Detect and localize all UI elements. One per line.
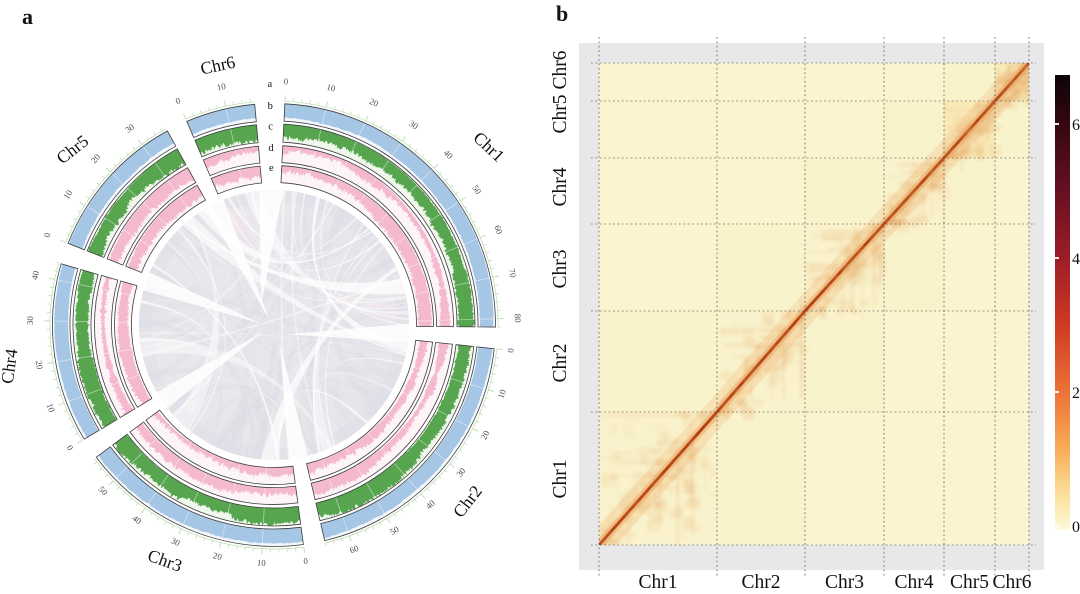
svg-text:10: 10 xyxy=(61,188,74,201)
svg-text:30: 30 xyxy=(169,535,182,548)
svg-text:30: 30 xyxy=(25,315,35,325)
svg-text:0: 0 xyxy=(174,95,183,106)
svg-text:Chr2: Chr2 xyxy=(742,572,781,593)
svg-text:0: 0 xyxy=(65,443,76,452)
svg-text:Chr6: Chr6 xyxy=(550,50,571,89)
svg-text:60: 60 xyxy=(492,224,505,237)
svg-text:70: 70 xyxy=(507,268,519,279)
svg-text:Chr3: Chr3 xyxy=(550,250,571,289)
svg-text:2: 2 xyxy=(1072,385,1080,402)
svg-text:Chr4: Chr4 xyxy=(0,347,21,385)
svg-text:Chr2: Chr2 xyxy=(550,344,571,383)
svg-text:40: 40 xyxy=(130,513,143,527)
svg-text:c: c xyxy=(268,122,273,133)
svg-text:20: 20 xyxy=(479,428,492,441)
svg-text:Chr3: Chr3 xyxy=(825,572,864,593)
svg-text:20: 20 xyxy=(368,96,381,109)
svg-text:Chr3: Chr3 xyxy=(145,545,185,576)
svg-text:20: 20 xyxy=(89,151,103,165)
svg-text:6: 6 xyxy=(1072,117,1080,134)
svg-text:40: 40 xyxy=(29,269,41,280)
svg-text:Chr4: Chr4 xyxy=(895,572,934,593)
svg-text:d: d xyxy=(268,143,274,154)
svg-text:40: 40 xyxy=(424,497,438,511)
svg-text:50: 50 xyxy=(97,484,111,498)
svg-text:b: b xyxy=(268,101,273,112)
svg-text:e: e xyxy=(269,163,274,174)
svg-text:20: 20 xyxy=(34,360,45,371)
svg-text:40: 40 xyxy=(442,148,456,162)
svg-text:0: 0 xyxy=(303,556,309,567)
svg-text:Chr6: Chr6 xyxy=(199,52,238,79)
svg-text:10: 10 xyxy=(496,388,508,400)
svg-text:0: 0 xyxy=(42,231,53,239)
svg-text:20: 20 xyxy=(212,550,224,562)
svg-text:a: a xyxy=(267,79,272,90)
svg-text:10: 10 xyxy=(257,557,267,567)
svg-text:Chr6: Chr6 xyxy=(993,572,1032,593)
svg-text:Chr2: Chr2 xyxy=(449,481,486,521)
svg-text:4: 4 xyxy=(1072,251,1080,268)
svg-text:0: 0 xyxy=(505,347,515,353)
svg-text:80: 80 xyxy=(513,314,523,324)
svg-text:30: 30 xyxy=(454,465,468,479)
svg-text:10: 10 xyxy=(45,402,58,414)
svg-text:10: 10 xyxy=(216,81,227,93)
svg-text:0: 0 xyxy=(284,76,289,86)
svg-text:Chr5: Chr5 xyxy=(52,130,92,167)
svg-text:10: 10 xyxy=(326,82,337,94)
svg-text:Chr1: Chr1 xyxy=(550,460,571,499)
svg-text:30: 30 xyxy=(407,118,420,132)
svg-text:50: 50 xyxy=(388,524,401,537)
svg-text:Chr1: Chr1 xyxy=(469,127,508,165)
svg-text:50: 50 xyxy=(470,183,484,196)
svg-text:Chr1: Chr1 xyxy=(639,572,678,593)
svg-text:0: 0 xyxy=(1072,519,1080,536)
svg-text:60: 60 xyxy=(348,543,360,556)
svg-text:Chr5: Chr5 xyxy=(950,572,989,593)
svg-text:30: 30 xyxy=(123,121,136,135)
svg-text:Chr4: Chr4 xyxy=(550,167,571,206)
svg-text:Chr5: Chr5 xyxy=(550,95,571,134)
